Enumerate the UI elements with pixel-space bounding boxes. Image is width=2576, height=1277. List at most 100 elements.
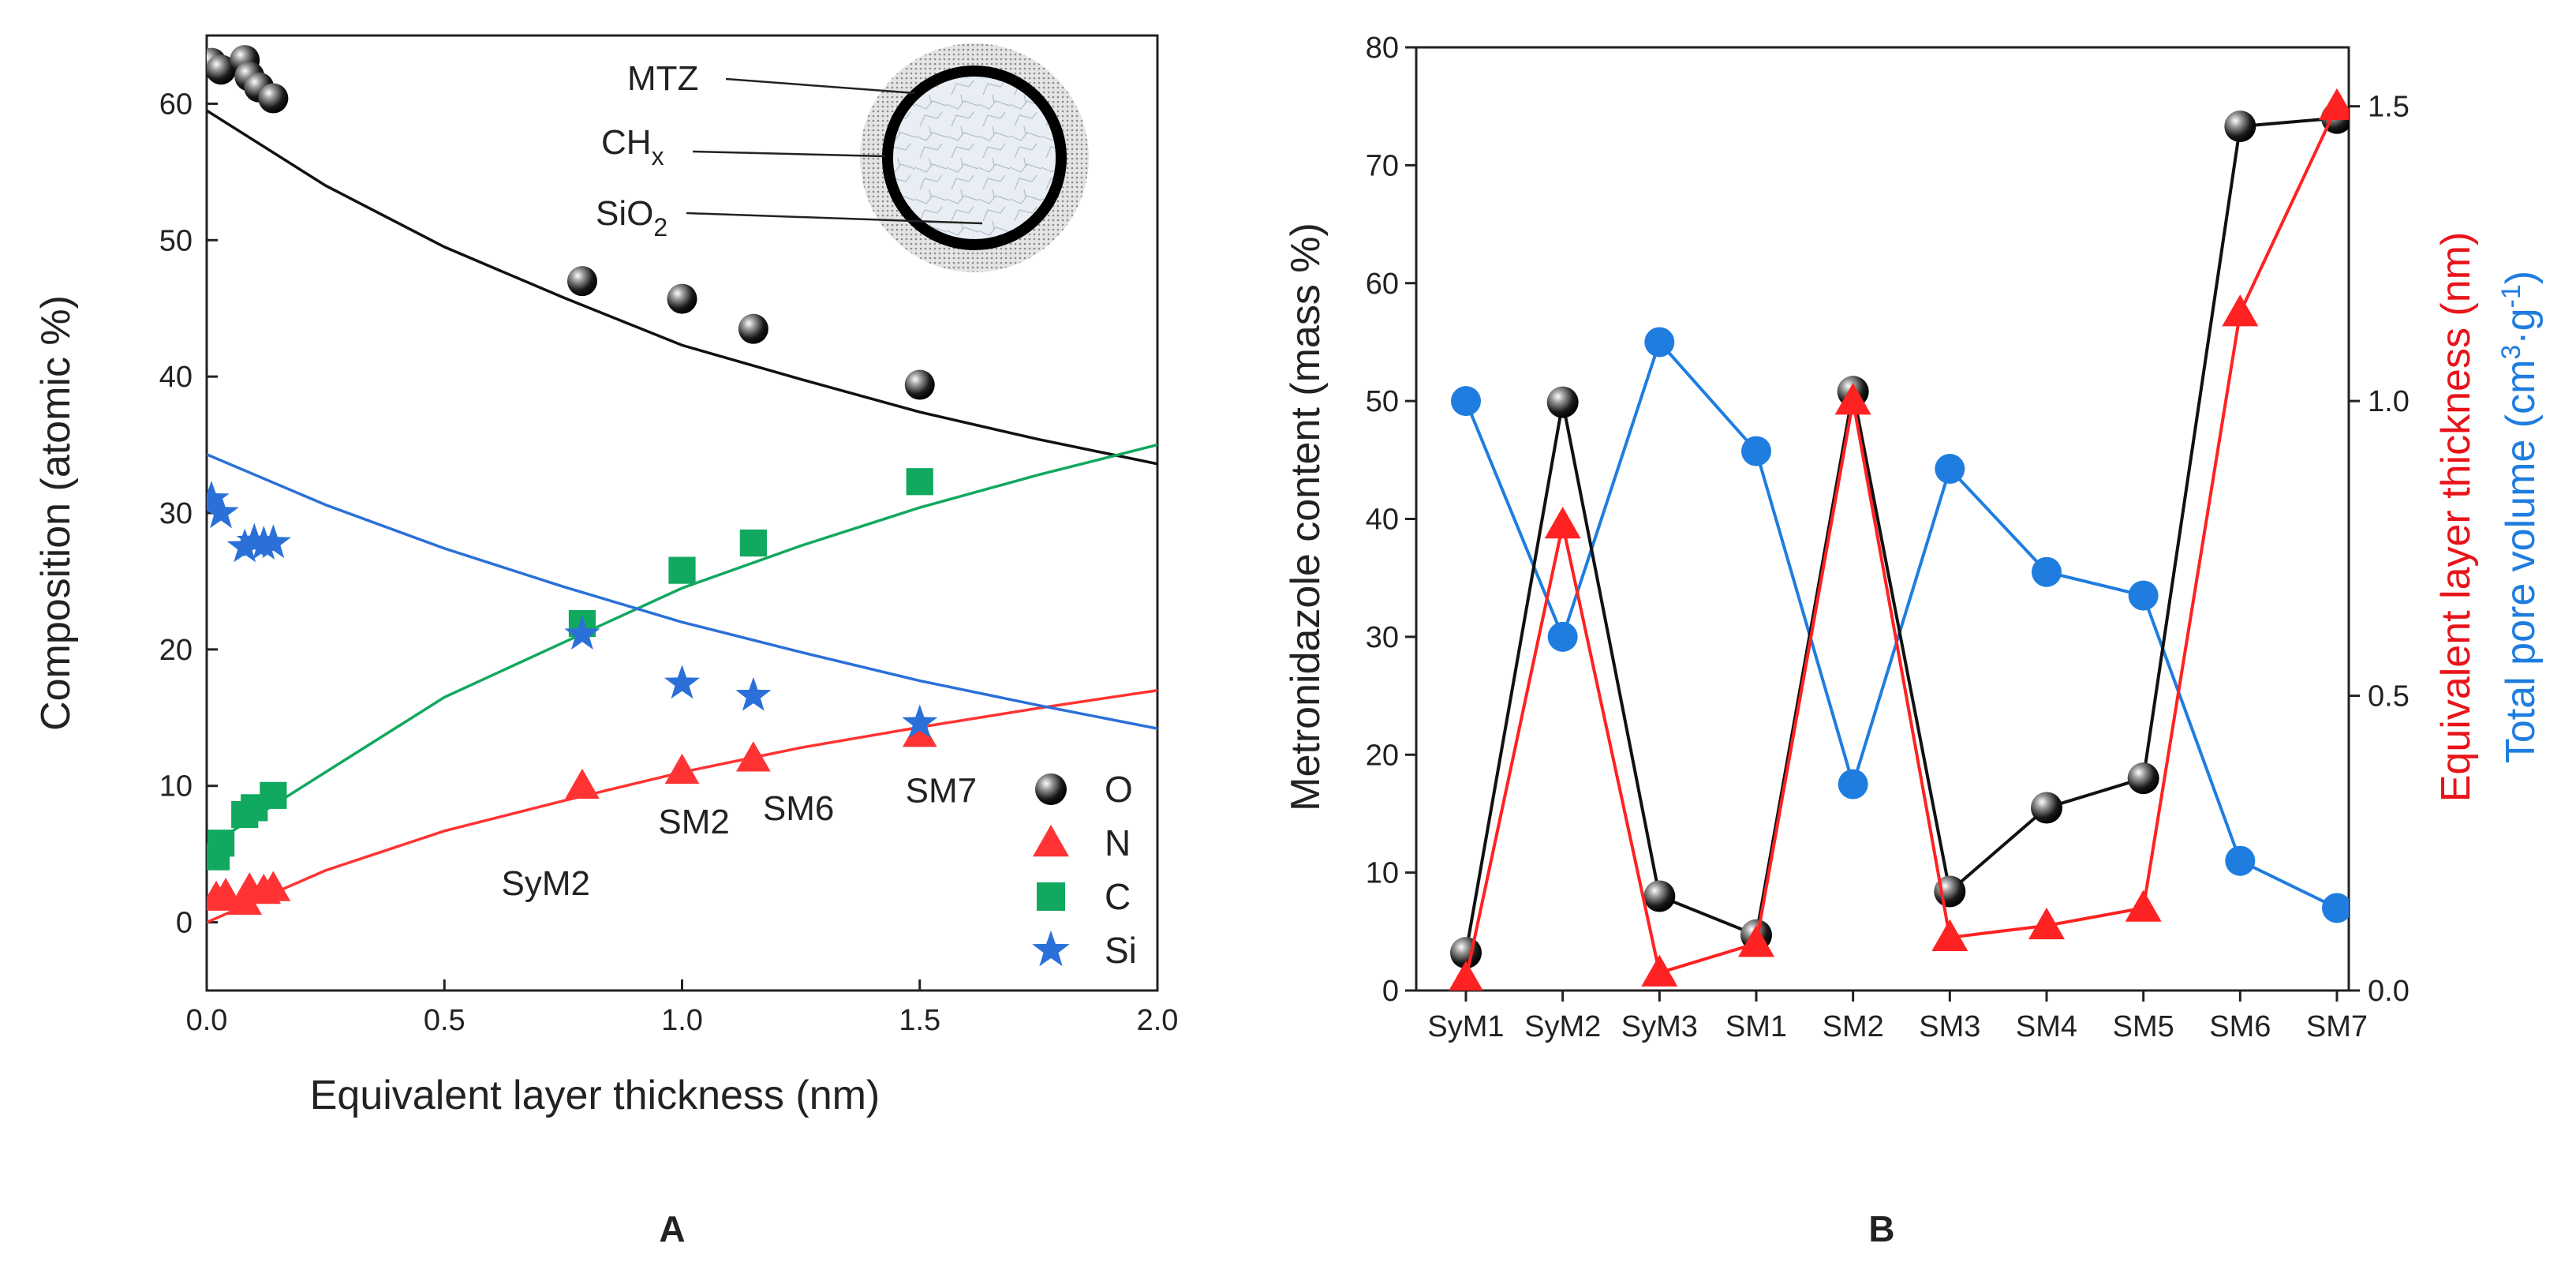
x-category-label: SyM2 — [1524, 1010, 1601, 1043]
point-metronidazole-content — [1643, 880, 1676, 912]
x-tick-label: 0.0 — [186, 1004, 228, 1037]
y-tick-label: 60 — [159, 88, 193, 121]
point-metronidazole-content — [2127, 762, 2159, 795]
x-tick-label: 0.5 — [424, 1004, 465, 1037]
point-o — [207, 54, 237, 85]
point-equivalent-layer-thickness — [1449, 961, 1483, 991]
point-si — [226, 528, 263, 563]
leader-sio2 — [686, 212, 983, 225]
legend-label-n: N — [1105, 822, 1131, 863]
point-equivalent-layer-thickness — [1641, 954, 1678, 987]
x-category-label: SM2 — [1823, 1010, 1884, 1043]
series-equivalent-layer-thickness — [1449, 88, 2349, 991]
panel-b-left-axis: 0 10 20 30 40 50 60 70 80 — [1366, 32, 1416, 1008]
legend-marker-c — [1037, 882, 1065, 911]
x-category-label: SyM1 — [1427, 1010, 1504, 1043]
x-category-label: SM5 — [2113, 1010, 2174, 1043]
point-total-pore-volume — [2032, 556, 2062, 587]
annotation-sym2: SyM2 — [502, 864, 590, 903]
left-tick-label: 60 — [1366, 268, 1399, 301]
point-n — [565, 768, 600, 800]
panel-a-y-axis-title: Composition (atomic %) — [33, 295, 79, 731]
right-tick-label: 0.0 — [2368, 975, 2410, 1008]
series-line-equivalent-layer-thickness — [1464, 105, 2339, 979]
panel-b-plot-area — [1449, 88, 2349, 991]
point-si — [255, 524, 291, 559]
left-tick-label: 20 — [1366, 739, 1399, 772]
point-c — [906, 468, 933, 496]
point-equivalent-layer-thickness — [2222, 294, 2259, 327]
panel-label-b: B — [1868, 1208, 1894, 1249]
leader-chx — [692, 150, 886, 158]
x-tick-label: 2.0 — [1137, 1004, 1179, 1037]
silica-core — [882, 66, 1067, 250]
point-n — [256, 871, 291, 901]
point-equivalent-layer-thickness — [1834, 383, 1871, 415]
legend: ONC Si — [1032, 769, 1137, 971]
point-c — [668, 556, 696, 584]
right-tick-label: 1.5 — [2368, 91, 2410, 124]
panel-b-right-axis: 0.0 0.5 1.0 1.5 — [2349, 91, 2410, 1008]
legend-label-o: O — [1105, 769, 1133, 810]
point-o — [667, 283, 697, 314]
point-si — [207, 481, 230, 515]
y-tick-label: 0 — [176, 907, 193, 940]
point-total-pore-volume — [1451, 386, 1481, 417]
panel-b-x-axis: SyM1 SyM2 SyM3 SM1 SM2 SM3 SM4 SM5 SM6 SM7 — [1427, 991, 2368, 1043]
y-tick-label: 40 — [159, 361, 193, 394]
panel-b-right-axis-title-thickness: Equivalent layer thickness (nm) — [2433, 232, 2479, 803]
panel-b-right-axis-title-pore-volume: Total pore volume (cm3·g-1) — [2496, 271, 2544, 763]
point-equivalent-layer-thickness — [2028, 907, 2065, 940]
point-si — [735, 676, 772, 711]
sample-annotations: SyM2 SM2 SM6 SM7 — [502, 771, 978, 903]
series-total-pore-volume — [1451, 327, 2349, 923]
inset-label-sio2: SiO2 — [596, 194, 667, 242]
point-equivalent-layer-thickness — [2319, 88, 2349, 120]
point-n — [736, 741, 771, 772]
point-equivalent-layer-thickness — [1931, 919, 1968, 952]
point-metronidazole-content — [1546, 386, 1579, 418]
point-o — [904, 369, 935, 400]
point-o — [738, 313, 768, 344]
point-total-pore-volume — [2322, 893, 2349, 923]
point-metronidazole-content — [2031, 792, 2062, 824]
point-o — [258, 83, 289, 114]
legend-marker-si — [1032, 931, 1070, 967]
left-tick-label: 0 — [1382, 975, 1399, 1008]
panel-b: SyM1 SyM2 SyM3 SM1 SM2 SM3 SM4 SM5 SM6 SM7 0 10 20 3… — [1283, 32, 2544, 1249]
x-category-label: SM3 — [1919, 1010, 1980, 1043]
point-total-pore-volume — [1838, 769, 1868, 800]
point-equivalent-layer-thickness — [1544, 506, 1581, 539]
panel-a-plot-area — [207, 45, 1157, 924]
point-si — [902, 704, 938, 739]
point-n — [902, 717, 937, 747]
y-tick-label: 30 — [159, 497, 193, 530]
point-c — [739, 529, 767, 557]
annotation-sm7: SM7 — [906, 771, 977, 810]
panel-a-y-axis: 0 10 20 30 40 50 60 — [159, 88, 218, 940]
series-line-total-pore-volume — [1464, 339, 2338, 910]
left-tick-label: 40 — [1366, 504, 1399, 537]
point-total-pore-volume — [1547, 621, 1578, 652]
panel-label-a: A — [659, 1208, 685, 1249]
point-c — [260, 781, 287, 809]
legend-label-si: Si — [1105, 930, 1137, 971]
panel-b-left-axis-title: Metronidazole content (mass %) — [1283, 223, 1329, 811]
point-si — [207, 494, 239, 529]
left-tick-label: 80 — [1366, 32, 1399, 65]
particle-schematic: MTZ CHx SiO2 — [596, 43, 1089, 272]
x-category-label: SM1 — [1725, 1010, 1787, 1043]
inset-label-mtz: MTZ — [627, 59, 698, 98]
x-category-label: SM7 — [2306, 1010, 2368, 1043]
left-tick-label: 30 — [1366, 621, 1399, 654]
fit-curve-o — [207, 109, 1157, 466]
point-total-pore-volume — [2225, 845, 2256, 876]
point-c — [207, 829, 235, 857]
right-tick-label: 0.5 — [2368, 680, 2410, 713]
fit-curve-si — [207, 453, 1157, 730]
point-total-pore-volume — [1644, 327, 1675, 358]
x-tick-label: 1.5 — [899, 1004, 940, 1037]
left-tick-label: 10 — [1366, 857, 1399, 890]
